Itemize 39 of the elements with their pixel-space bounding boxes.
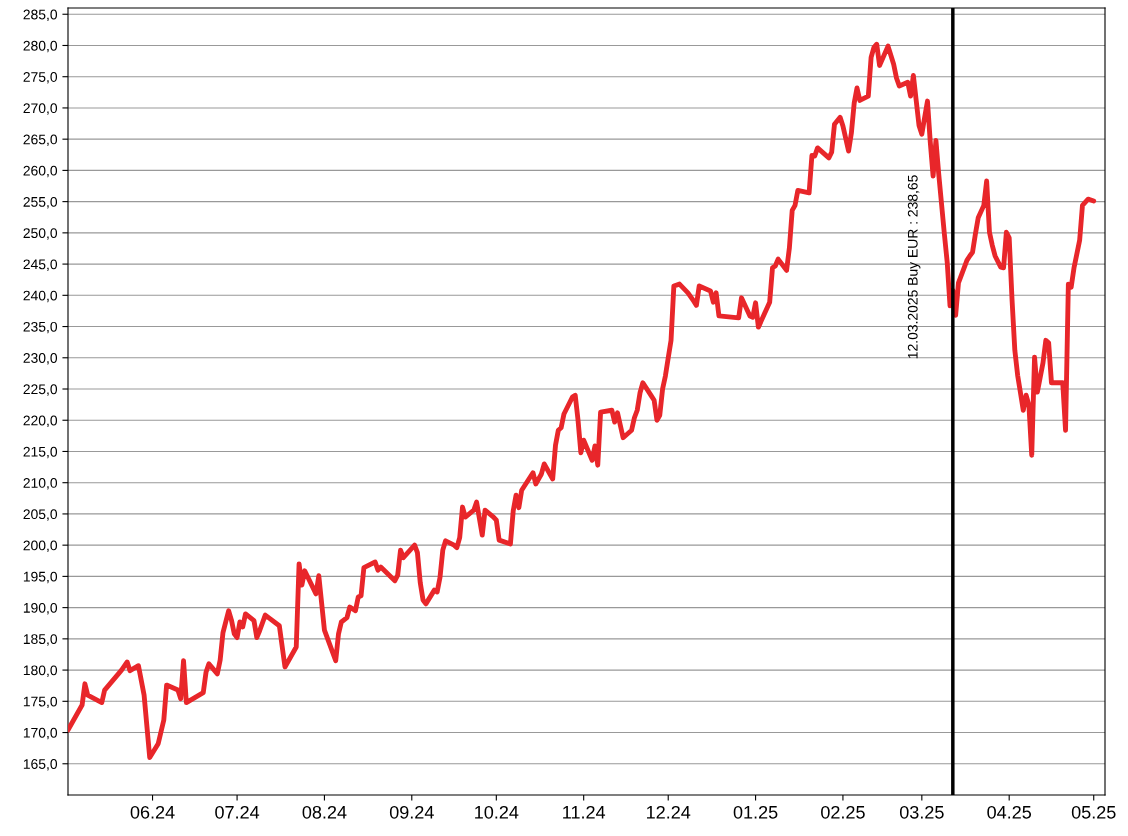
ref-line-label: 12.03.2025 Buy EUR : 238,65 [907,175,921,359]
y-tick-label: 165,0 [23,759,58,771]
y-tick-label: 260,0 [23,165,58,178]
y-tick-label: 270,0 [23,103,58,115]
x-tick-label: 05.25 [1071,805,1116,819]
x-tick-label: 02.25 [821,805,865,819]
y-tick-label: 225,0 [23,384,58,396]
x-tick-label: 01.25 [733,805,778,819]
y-tick-label: 235,0 [23,321,58,334]
y-tick-label: 285,0 [23,9,58,22]
y-tick-label: 190,0 [23,602,58,615]
y-tick-label: 275,0 [23,72,58,84]
line-series [68,41,1097,760]
y-tick-label: 195,0 [23,571,58,584]
x-tick-label: 04.25 [987,805,1032,819]
y-tick-label: 255,0 [23,196,58,209]
y-tick-label: 280,0 [23,40,58,53]
y-tick-label: 180,0 [23,665,58,677]
y-tick-label: 205,0 [23,509,58,521]
x-tick-label: 09.24 [389,805,434,819]
y-tick-label: 265,0 [23,134,58,146]
y-tick-label: 250,0 [23,228,58,240]
x-tick-label: 06.24 [130,805,175,819]
y-tick-label: 215,0 [23,446,58,459]
x-tick-label: 10.24 [475,805,519,819]
x-tick-label: 12.24 [647,805,691,819]
x-tick-label: 03.25 [899,805,944,819]
x-tick-label: 11.24 [563,805,606,819]
x-tick-label: 07.24 [215,805,260,819]
y-tick-label: 240,0 [23,290,58,303]
y-tick-label: 185,0 [23,634,58,646]
y-tick-label: 245,0 [23,259,58,271]
y-tick-label: 175,0 [23,696,58,709]
x-tick-label: 08.24 [302,805,347,819]
y-tick-label: 220,0 [23,415,58,428]
y-tick-label: 170,0 [23,727,58,740]
y-tick-label: 200,0 [23,540,58,552]
y-tick-label: 210,0 [23,478,58,490]
y-tick-label: 230,0 [23,353,58,365]
